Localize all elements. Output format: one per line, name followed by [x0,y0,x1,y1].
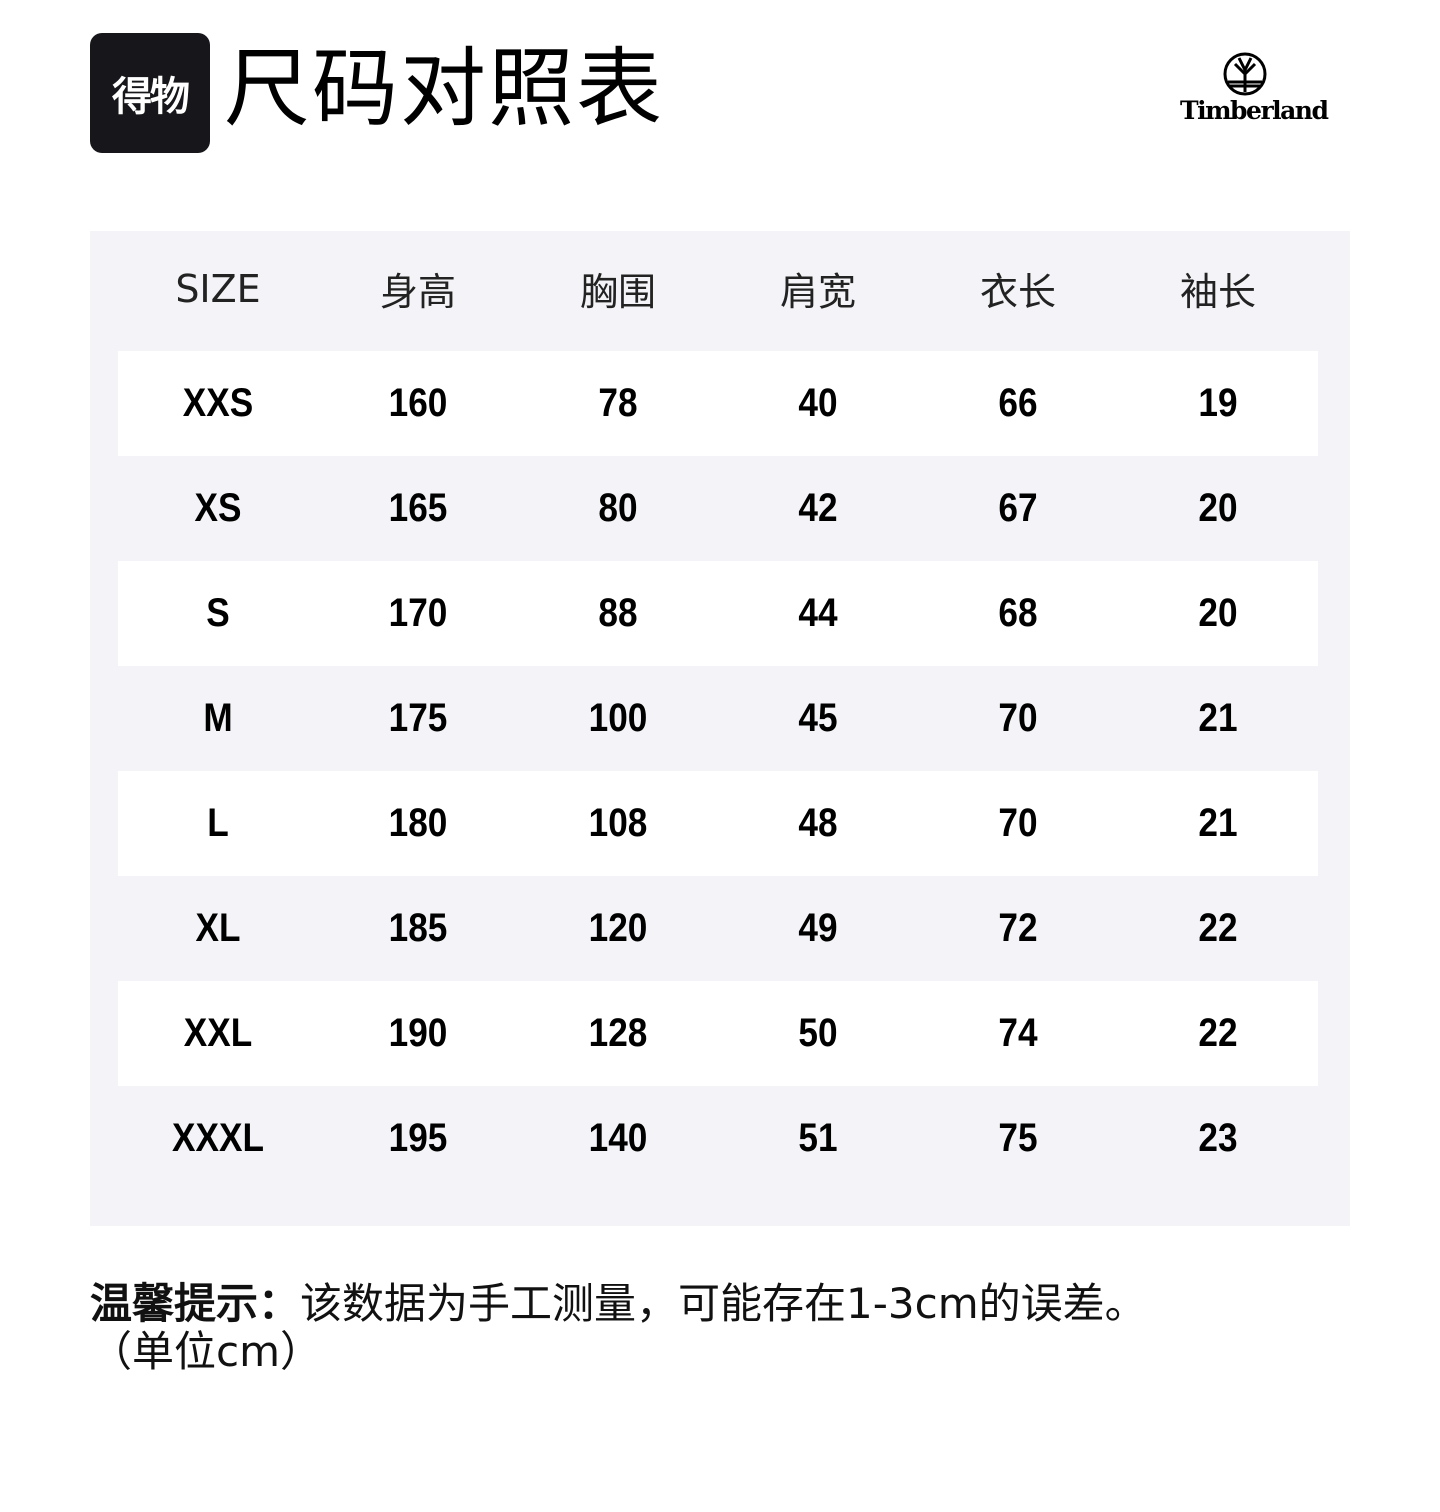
table-cell: 74 [998,1011,1038,1055]
table-cell: 120 [588,906,648,950]
table-cell: 20 [1198,591,1238,635]
table-cell: 23 [1198,1116,1238,1160]
table-cell: XXXL [172,1116,264,1160]
table-row: S 170 88 44 68 20 [118,561,1318,666]
table-cell: M [203,696,233,740]
table-cell: 70 [998,801,1038,845]
column-header: SIZE [175,266,261,311]
table-cell: 170 [388,591,448,635]
table-cell: 42 [798,486,838,530]
table-cell: 100 [588,696,648,740]
tip-label: 温馨提示： [90,1279,301,1328]
table-cell: 140 [588,1116,648,1160]
table-row: M 175 100 45 70 21 [118,666,1318,771]
table-cell: 67 [998,486,1038,530]
table-cell: L [207,801,229,845]
table-cell: 160 [388,381,448,425]
table-cell: 72 [998,906,1038,950]
table-cell: 21 [1198,696,1238,740]
timberland-logo: Timberland [1180,52,1329,125]
table-cell: 22 [1198,906,1238,950]
table-row: XL 185 120 49 72 22 [118,876,1318,981]
size-table: SIZE 身高 胸围 肩宽 衣长 袖长 XXS 160 78 40 66 19 XS 165 80 42 67… [90,231,1350,1226]
table-cell: 68 [998,591,1038,635]
table-cell: 180 [388,801,448,845]
table-cell: 190 [388,1011,448,1055]
table-cell: 128 [588,1011,648,1055]
table-cell: 22 [1198,1011,1238,1055]
table-cell: 49 [798,906,838,950]
badge-text: 得物 [112,74,190,120]
table-row: XXS 160 78 40 66 19 [118,351,1318,456]
tip-note: 温馨提示：该数据为手工测量，可能存在1-3cm的误差。 （单位cm） [90,1280,1147,1376]
column-header: 胸围 [579,270,656,314]
table-cell: XL [195,906,241,950]
table-header: SIZE 身高 胸围 肩宽 衣长 袖长 [118,231,1318,346]
table-cell: 75 [998,1116,1038,1160]
table-cell: S [206,591,230,635]
table-cell: 51 [798,1116,838,1160]
table-cell: 80 [598,486,638,530]
table-cell: 20 [1198,486,1238,530]
table-cell: 44 [798,591,838,635]
table-cell: 21 [1198,801,1238,845]
table-cell: 185 [388,906,448,950]
column-header: 肩宽 [779,270,856,314]
unit-text: （单位cm） [90,1327,323,1376]
brand-name: Timberland [1180,96,1329,125]
table-cell: XXL [183,1011,253,1055]
tip-text: 该数据为手工测量，可能存在1-3cm的误差。 [300,1279,1147,1328]
table-row: L 180 108 48 70 21 [118,771,1318,876]
table-cell: 66 [998,381,1038,425]
table-cell: 175 [388,696,448,740]
table-cell: 40 [798,381,838,425]
tree-icon [1223,52,1267,96]
column-header: 衣长 [979,270,1056,314]
table-cell: 195 [388,1116,448,1160]
column-header: 身高 [379,270,456,314]
table-cell: 45 [798,696,838,740]
table-cell: 48 [798,801,838,845]
table-cell: 165 [388,486,448,530]
table-cell: 19 [1198,381,1238,425]
table-cell: XXS [182,381,254,425]
table-cell: 70 [998,696,1038,740]
page-title: 尺码对照表 [224,39,664,139]
table-cell: 50 [798,1011,838,1055]
dewu-logo-badge: 得物 [90,33,210,153]
table-cell: XS [194,486,242,530]
table-row: XXXL 195 140 51 75 23 [118,1086,1318,1191]
column-header: 袖长 [1179,270,1256,314]
table-row: XXL 190 128 50 74 22 [118,981,1318,1086]
table-cell: 108 [588,801,648,845]
table-row: XS 165 80 42 67 20 [118,456,1318,561]
table-cell: 88 [598,591,638,635]
table-cell: 78 [598,381,638,425]
